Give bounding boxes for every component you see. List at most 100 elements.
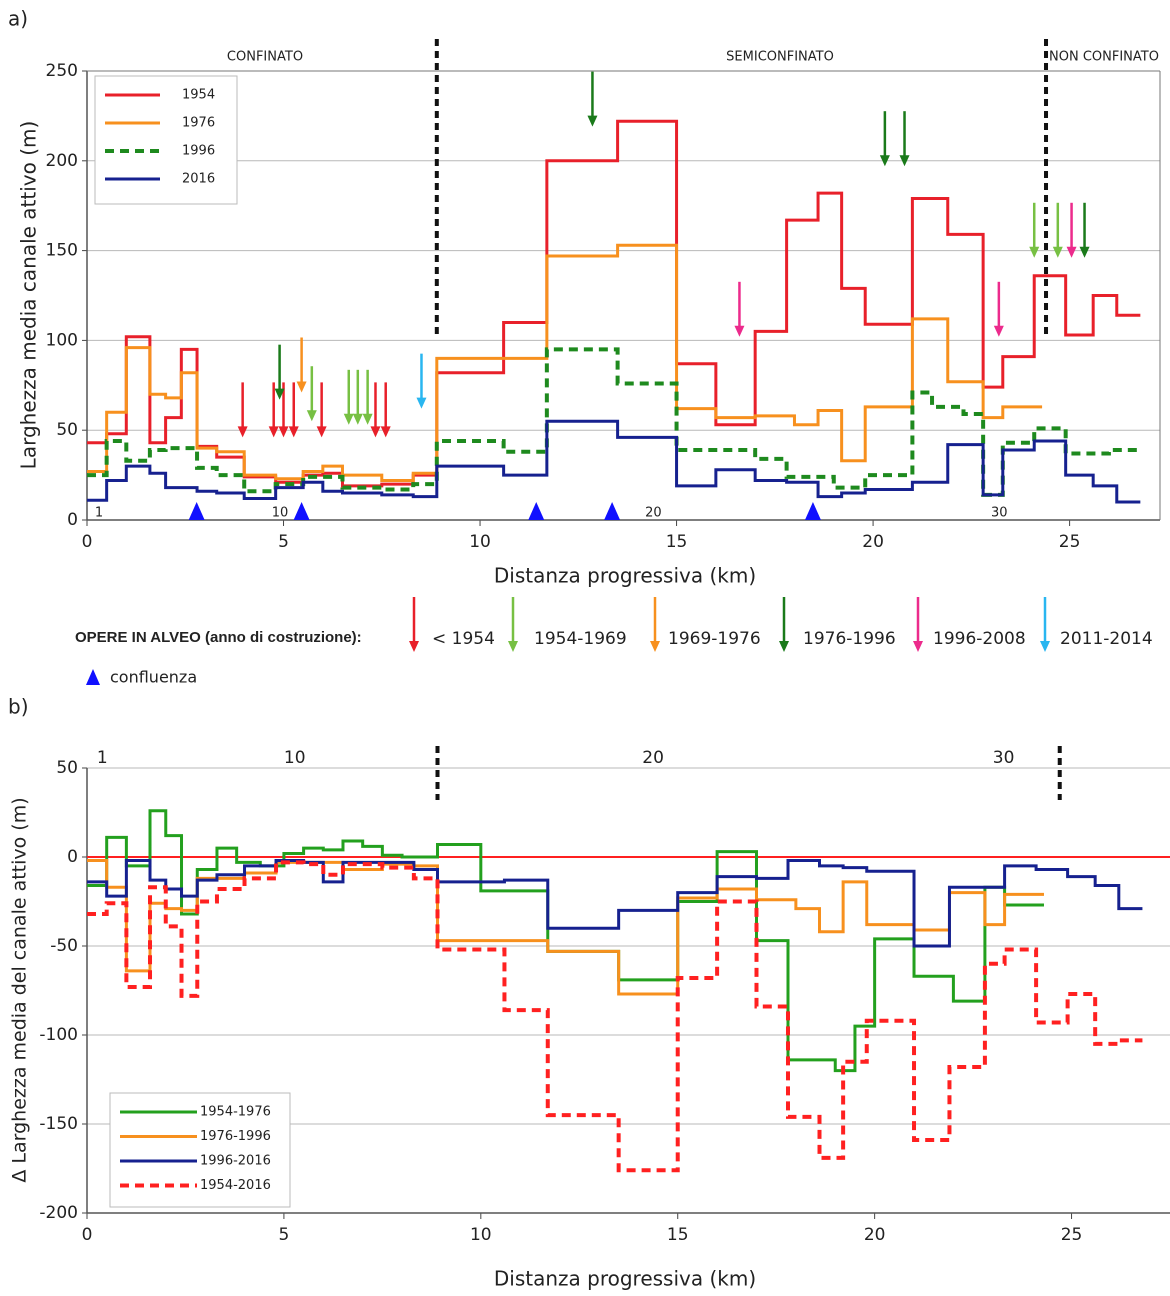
work-arrow-head bbox=[237, 426, 248, 438]
section-label: 30 bbox=[991, 506, 1008, 521]
x-tick-label: 0 bbox=[82, 1225, 93, 1245]
section-label: 20 bbox=[642, 748, 664, 768]
work-arrow-head bbox=[316, 426, 327, 438]
y-tick-label: 0 bbox=[67, 510, 78, 530]
works-legend-label: 1969-1976 bbox=[668, 629, 761, 649]
x-axis-title: Distanza progressiva (km) bbox=[494, 1267, 756, 1291]
works-legend-label: 1976-1996 bbox=[803, 629, 896, 649]
y-tick-label: -50 bbox=[50, 936, 78, 956]
y-tick-label: -150 bbox=[39, 1114, 78, 1134]
series-line bbox=[87, 419, 1141, 504]
work-arrow-head bbox=[274, 388, 285, 400]
y-axis-title: Larghezza media canale attivo (m) bbox=[17, 121, 41, 470]
confluence-marker bbox=[528, 502, 545, 520]
y-tick-label: -200 bbox=[39, 1203, 78, 1223]
section-label: 10 bbox=[284, 748, 306, 768]
series-line bbox=[87, 809, 1044, 1073]
legend-label: 2016 bbox=[182, 172, 215, 187]
section-label: 1 bbox=[97, 748, 108, 768]
works-legend-label: 2011-2014 bbox=[1060, 629, 1153, 649]
x-tick-label: 15 bbox=[667, 1225, 689, 1245]
works-legend-arrow-head bbox=[913, 641, 923, 652]
panel-label: a) bbox=[8, 7, 28, 31]
legend-label: 1976 bbox=[182, 116, 215, 131]
confluence-legend-label: confluenza bbox=[110, 668, 197, 687]
y-tick-label: 0 bbox=[67, 847, 78, 867]
work-arrow-head bbox=[352, 413, 363, 425]
work-arrow-head bbox=[343, 413, 354, 425]
x-tick-label: 0 bbox=[82, 532, 93, 552]
works-legend-arrow-head bbox=[1040, 641, 1050, 652]
x-tick-label: 15 bbox=[666, 532, 688, 552]
y-tick-label: 50 bbox=[56, 758, 78, 778]
series-line bbox=[87, 859, 1143, 948]
work-arrow-head bbox=[288, 426, 299, 438]
work-arrow-head bbox=[278, 426, 289, 438]
legend-label: 1954-2016 bbox=[200, 1178, 271, 1193]
work-arrow-head bbox=[1052, 246, 1063, 258]
y-axis-title: Δ Larghezza media del canale attivo (m) bbox=[9, 797, 31, 1182]
x-tick-label: 5 bbox=[278, 532, 289, 552]
work-arrow-head bbox=[879, 155, 890, 167]
legend-label: 1954 bbox=[182, 88, 215, 103]
legend-label: 1976-1996 bbox=[200, 1129, 271, 1144]
work-arrow-head bbox=[306, 410, 317, 422]
works-legend-label: 1996-2008 bbox=[933, 629, 1026, 649]
series-line bbox=[87, 860, 1143, 1173]
x-tick-label: 10 bbox=[469, 532, 491, 552]
zone-label: SEMICONFINATO bbox=[726, 50, 834, 65]
confluence-marker bbox=[604, 502, 621, 520]
series-line bbox=[87, 119, 1141, 488]
section-label: 20 bbox=[645, 506, 662, 521]
y-tick-label: 50 bbox=[56, 420, 78, 440]
y-tick-label: 250 bbox=[46, 61, 78, 81]
series-line bbox=[87, 243, 1043, 482]
works-legend-title: OPERE IN ALVEO (anno di costruzione): bbox=[75, 629, 362, 646]
works-legend-arrow-head bbox=[650, 641, 660, 652]
x-tick-label: 10 bbox=[470, 1225, 492, 1245]
works-legend-label: < 1954 bbox=[432, 629, 495, 649]
work-arrow-head bbox=[268, 426, 279, 438]
legend-label: 1996 bbox=[182, 144, 215, 159]
section-label: 10 bbox=[272, 506, 289, 521]
y-tick-label: 150 bbox=[46, 241, 78, 261]
confluence-marker bbox=[293, 502, 310, 520]
y-tick-label: -100 bbox=[39, 1025, 78, 1045]
work-arrow-head bbox=[993, 325, 1004, 337]
confluence-legend-marker bbox=[86, 669, 100, 685]
x-tick-label: 5 bbox=[278, 1225, 289, 1245]
work-arrow-head bbox=[380, 426, 391, 438]
x-axis-title: Distanza progressiva (km) bbox=[494, 564, 756, 588]
zone-label: CONFINATO bbox=[227, 50, 303, 65]
work-arrow-head bbox=[1066, 246, 1077, 258]
work-arrow-head bbox=[1079, 246, 1090, 258]
works-legend-arrow-head bbox=[779, 641, 789, 652]
works-legend-arrow-head bbox=[508, 641, 518, 652]
work-arrow-head bbox=[416, 397, 427, 409]
x-tick-label: 20 bbox=[862, 532, 884, 552]
confluence-marker bbox=[804, 502, 821, 520]
panel-label: b) bbox=[8, 695, 29, 719]
series-line bbox=[87, 347, 1141, 497]
work-arrow-head bbox=[899, 155, 910, 167]
legend-label: 1954-1976 bbox=[200, 1105, 271, 1120]
y-tick-label: 200 bbox=[46, 151, 78, 171]
y-tick-label: 100 bbox=[46, 330, 78, 350]
section-label: 1 bbox=[95, 506, 103, 521]
zone-label: NON CONFINATO bbox=[1049, 50, 1159, 65]
legend-box bbox=[94, 75, 238, 205]
x-tick-label: 25 bbox=[1061, 1225, 1083, 1245]
work-arrow-head bbox=[370, 426, 381, 438]
work-arrow-head bbox=[296, 381, 307, 393]
x-tick-label: 25 bbox=[1059, 532, 1081, 552]
work-arrow-head bbox=[362, 413, 373, 425]
works-legend-arrow-head bbox=[409, 641, 419, 652]
legend-label: 1996-2016 bbox=[200, 1154, 271, 1169]
confluence-marker bbox=[188, 502, 205, 520]
work-arrow-head bbox=[1029, 246, 1040, 258]
work-arrow-head bbox=[734, 325, 745, 337]
work-arrow-head bbox=[587, 115, 598, 127]
section-label: 30 bbox=[993, 748, 1015, 768]
x-tick-label: 20 bbox=[864, 1225, 886, 1245]
